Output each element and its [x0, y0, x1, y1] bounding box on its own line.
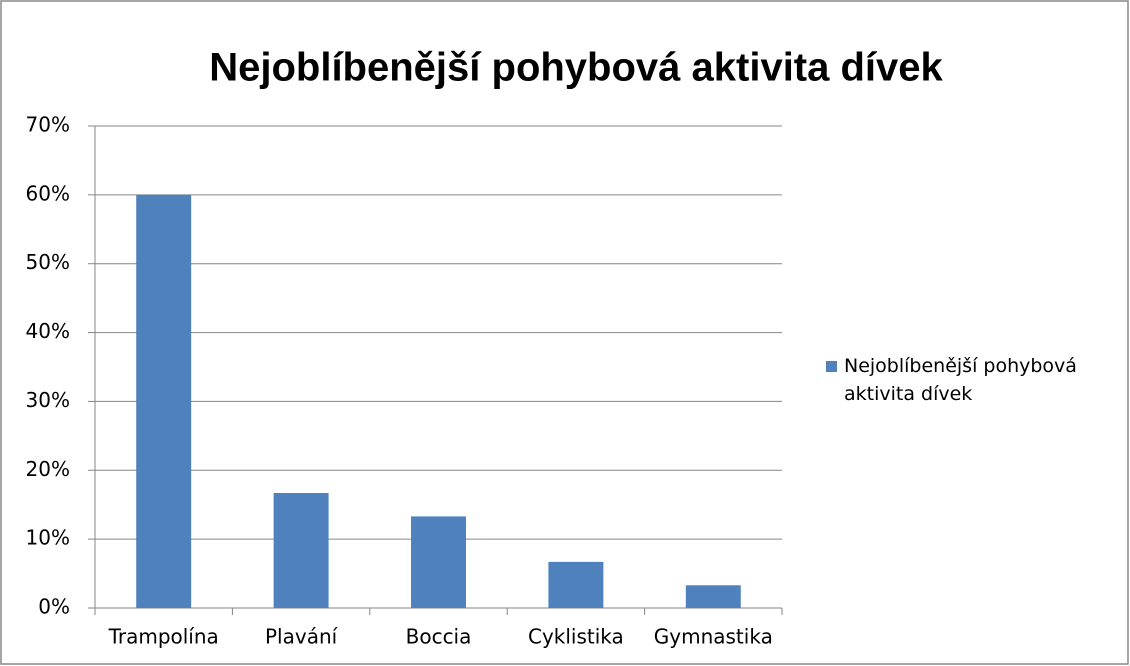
bar [273, 493, 329, 608]
legend: Nejoblíbenější pohybová aktivita dívek [826, 352, 1116, 408]
legend-label: Nejoblíbenější pohybová aktivita dívek [844, 355, 1077, 405]
y-tick-label: 70% [26, 113, 70, 137]
y-tick-label: 50% [26, 250, 70, 274]
y-tick-label: 10% [26, 526, 70, 550]
bar [136, 194, 192, 608]
bar [548, 561, 604, 608]
y-tick-label: 20% [26, 457, 70, 481]
bar [685, 585, 741, 608]
y-tick-label: 0% [38, 595, 70, 619]
x-tick-label: Boccia [406, 625, 472, 649]
x-tick-label: Trampolína [108, 625, 219, 649]
x-tick-label: Plavání [265, 625, 339, 649]
y-tick-label: 30% [26, 388, 70, 412]
legend-swatch [826, 361, 837, 372]
x-tick-label: Cyklistika [528, 625, 624, 649]
y-tick-label: 60% [26, 181, 70, 205]
chart-title: Nejoblíbenější pohybová aktivita dívek [209, 46, 943, 90]
bar [411, 516, 466, 608]
x-tick-label: Gymnastika [654, 625, 773, 649]
y-tick-label: 40% [26, 319, 70, 343]
